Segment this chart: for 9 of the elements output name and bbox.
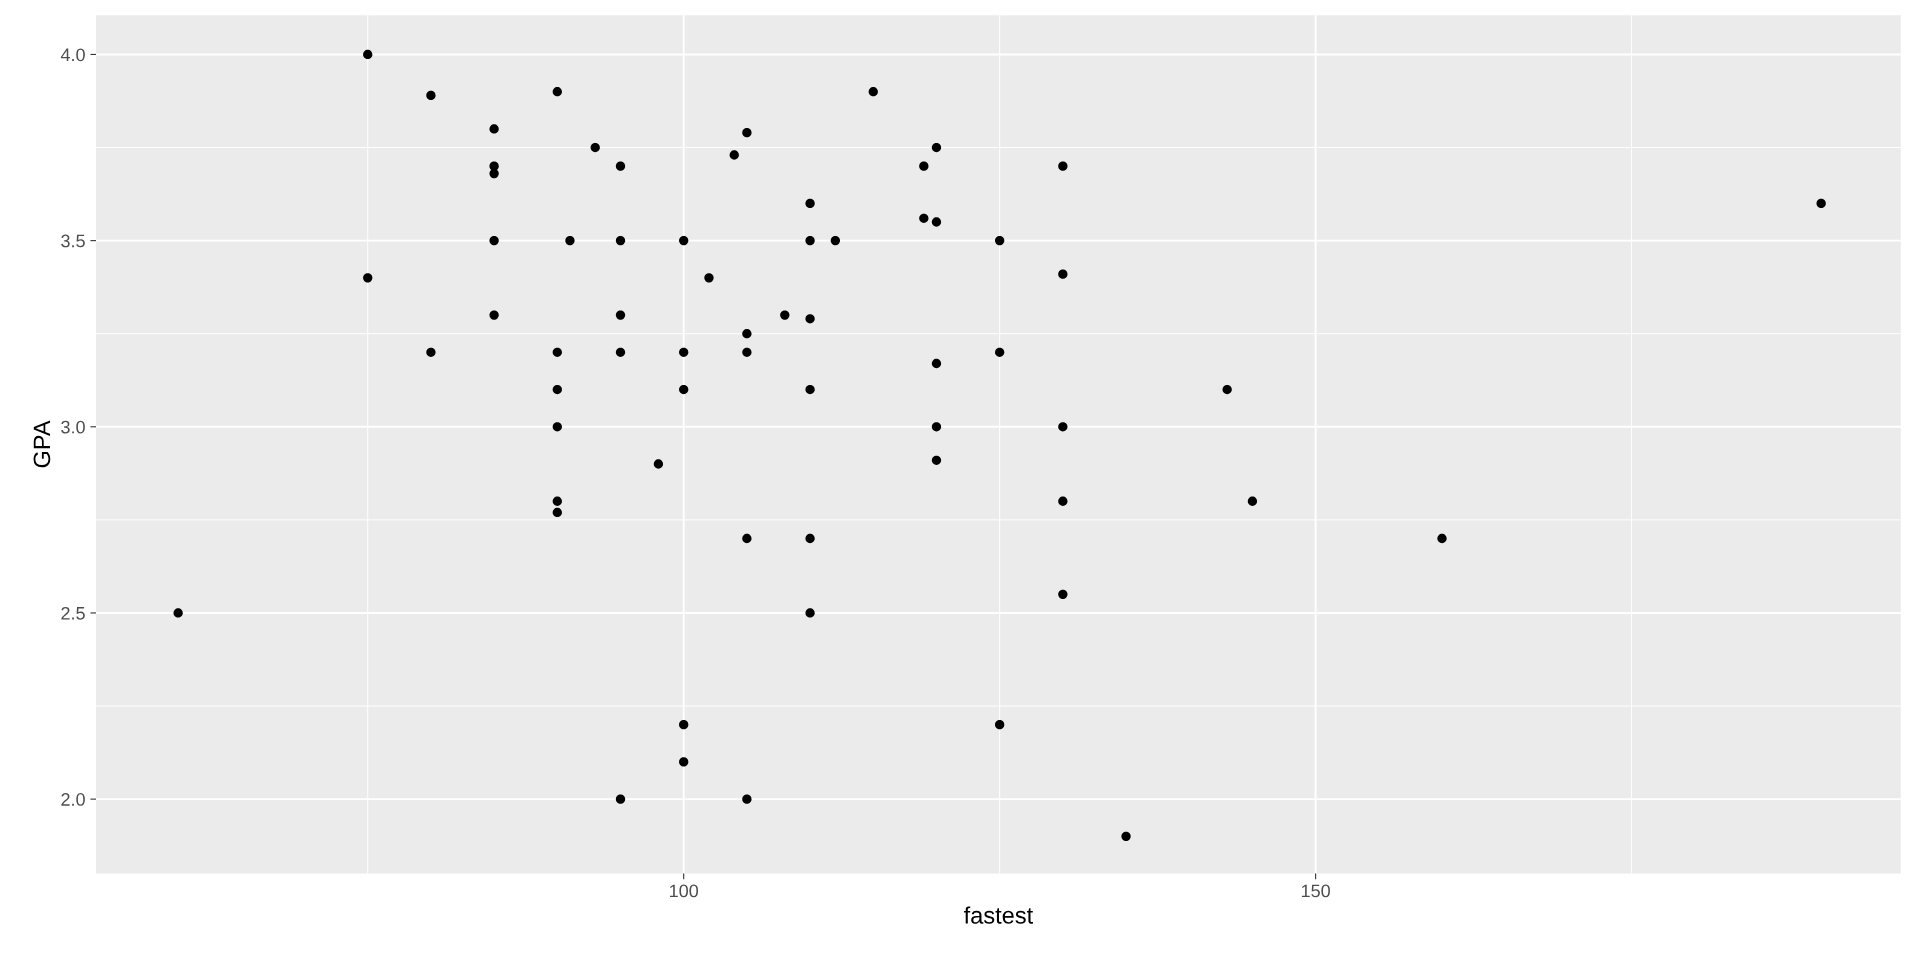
x-tick-label: 100 — [670, 884, 699, 898]
x-tick-label: 150 — [1301, 884, 1330, 898]
x-axis-title: fastest — [963, 906, 1034, 924]
y-tick-label: 3.0 — [61, 420, 85, 434]
y-tick-label: 2.5 — [61, 606, 85, 620]
y-tick-label: 3.5 — [61, 234, 85, 248]
y-tick-label: 2.0 — [61, 793, 85, 806]
y-tick-label: 4.0 — [60, 48, 85, 62]
y-axis-title: GPA — [33, 420, 51, 468]
